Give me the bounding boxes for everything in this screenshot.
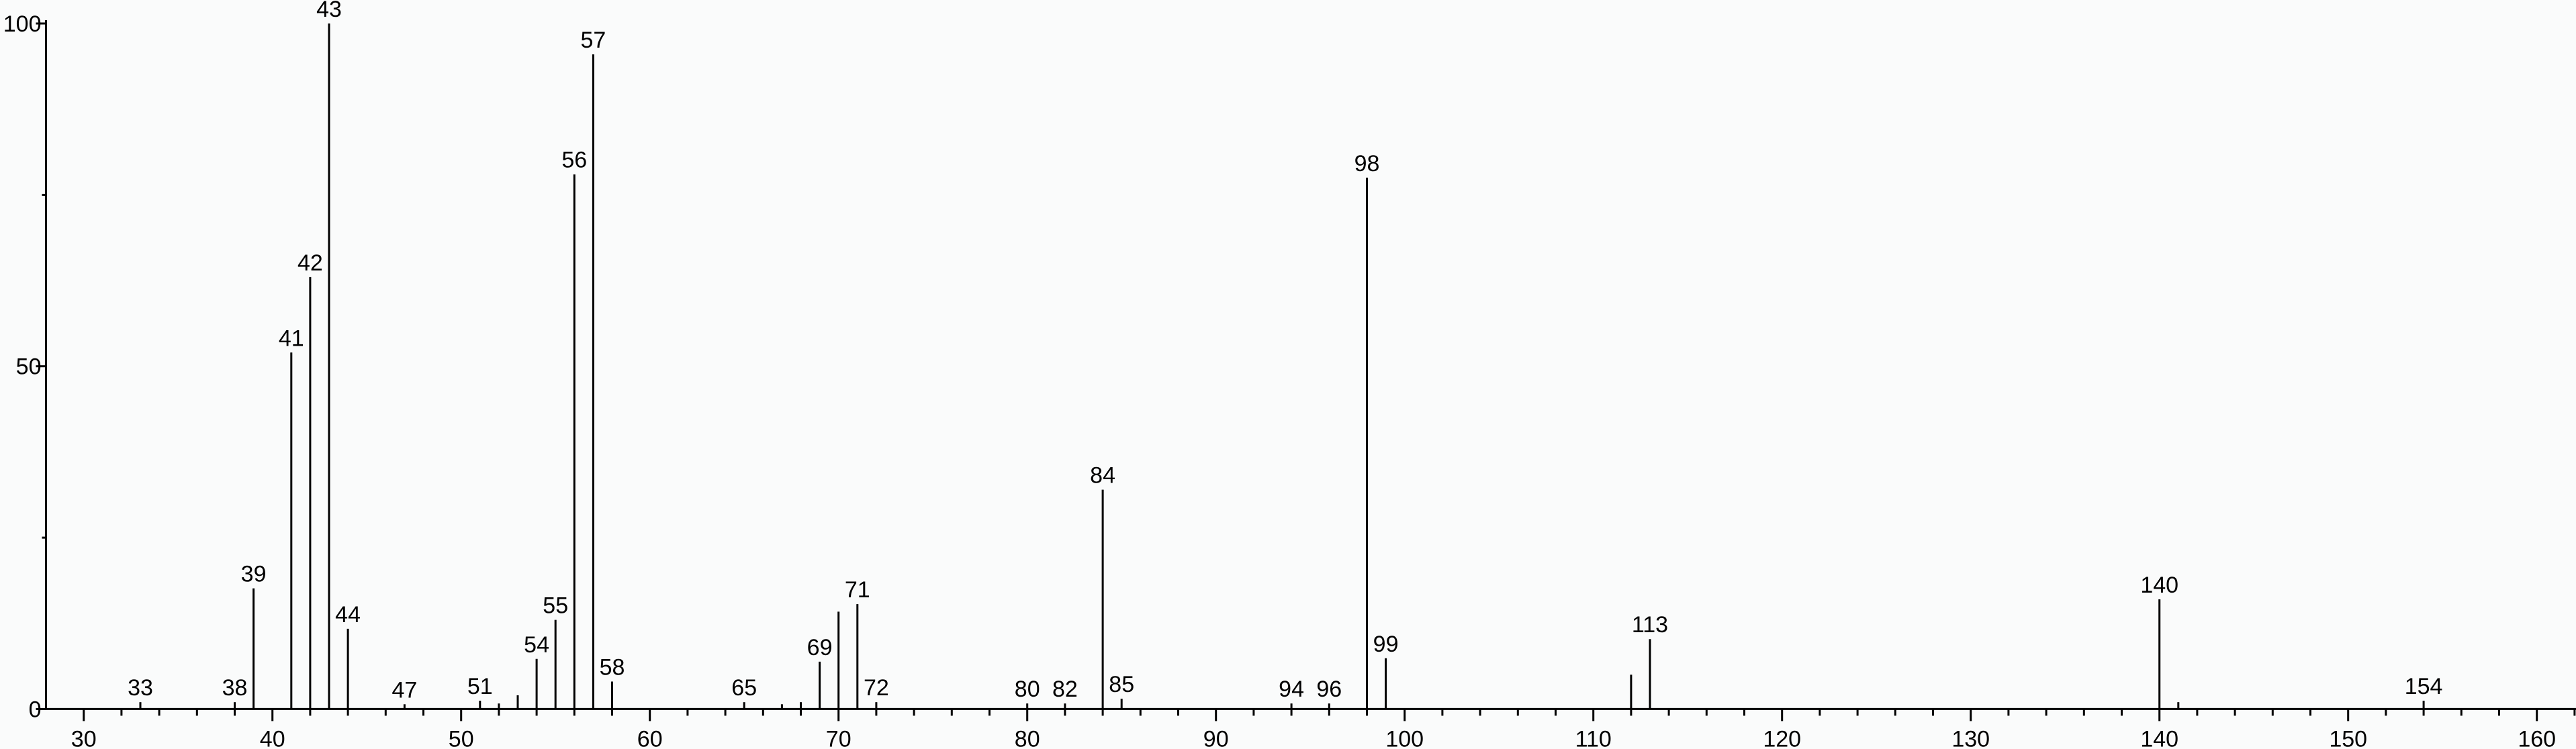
svg-text:0: 0 — [29, 697, 42, 722]
svg-text:42: 42 — [297, 250, 323, 276]
svg-text:160: 160 — [2518, 726, 2556, 749]
svg-text:55: 55 — [543, 593, 568, 619]
svg-text:113: 113 — [1632, 612, 1668, 638]
svg-text:41: 41 — [279, 326, 304, 351]
svg-text:154: 154 — [2405, 674, 2443, 699]
svg-text:90: 90 — [1203, 726, 1229, 749]
svg-text:80: 80 — [1015, 726, 1040, 749]
svg-text:56: 56 — [561, 148, 587, 173]
svg-text:60: 60 — [637, 726, 663, 749]
svg-text:57: 57 — [580, 28, 606, 53]
svg-text:140: 140 — [2140, 572, 2178, 598]
svg-text:80: 80 — [1015, 677, 1040, 702]
svg-text:69: 69 — [807, 635, 833, 660]
svg-text:58: 58 — [600, 655, 625, 681]
svg-text:39: 39 — [241, 562, 267, 587]
svg-text:38: 38 — [222, 675, 248, 701]
svg-text:54: 54 — [524, 632, 549, 658]
svg-text:71: 71 — [845, 577, 870, 603]
svg-text:70: 70 — [826, 726, 852, 749]
svg-text:47: 47 — [392, 677, 417, 703]
svg-text:94: 94 — [1279, 677, 1304, 702]
svg-text:50: 50 — [16, 354, 42, 380]
svg-text:33: 33 — [128, 675, 153, 701]
svg-text:50: 50 — [449, 726, 474, 749]
svg-text:99: 99 — [1373, 632, 1399, 657]
svg-text:100: 100 — [1385, 726, 1424, 749]
svg-text:84: 84 — [1090, 463, 1115, 489]
svg-text:140: 140 — [2140, 726, 2178, 749]
svg-text:51: 51 — [467, 674, 493, 699]
svg-text:96: 96 — [1316, 677, 1342, 702]
svg-text:100: 100 — [3, 11, 42, 37]
svg-text:150: 150 — [2329, 726, 2367, 749]
svg-text:44: 44 — [335, 602, 361, 628]
svg-text:40: 40 — [260, 726, 285, 749]
svg-text:130: 130 — [1951, 726, 1990, 749]
svg-text:82: 82 — [1052, 677, 1078, 702]
svg-text:30: 30 — [71, 726, 97, 749]
svg-text:72: 72 — [864, 675, 889, 701]
svg-text:43: 43 — [316, 0, 342, 22]
svg-text:85: 85 — [1109, 672, 1134, 697]
svg-text:120: 120 — [1763, 726, 1801, 749]
svg-text:98: 98 — [1354, 151, 1380, 177]
svg-text:110: 110 — [1575, 726, 1612, 749]
svg-text:65: 65 — [731, 675, 757, 701]
